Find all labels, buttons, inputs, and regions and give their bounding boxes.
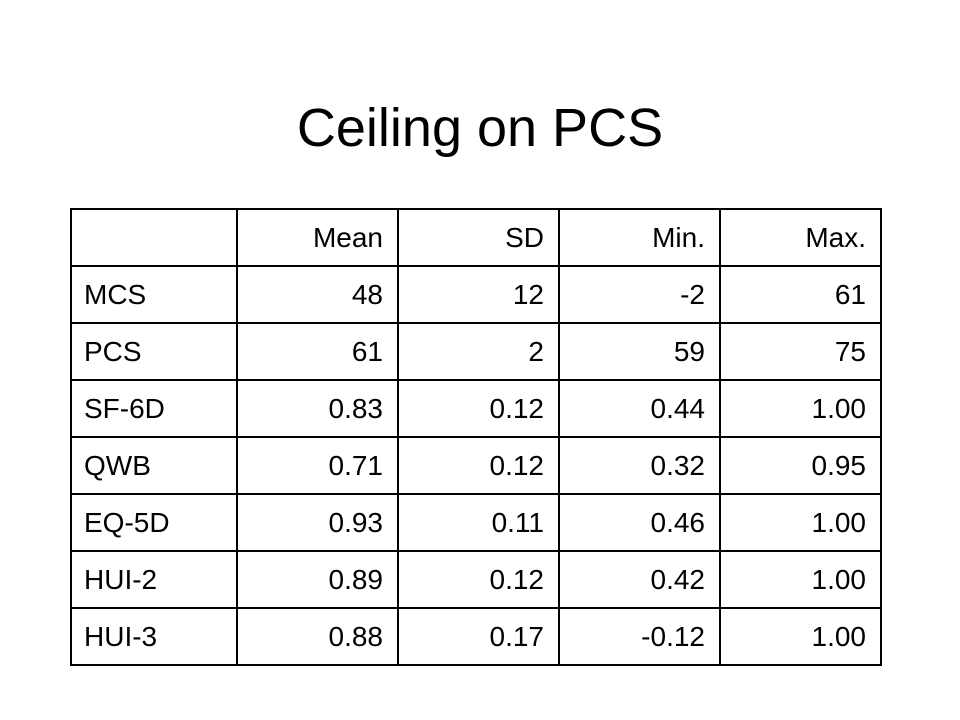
table-cell: 75: [719, 322, 882, 381]
table-cell: 0.93: [236, 493, 399, 552]
table-cell: -2: [558, 265, 721, 324]
table-cell: 0.12: [397, 379, 560, 438]
row-label: SF-6D: [70, 379, 238, 438]
table-cell: 0.95: [719, 436, 882, 495]
column-header: SD: [397, 208, 560, 267]
table-row: HUI-3 0.88 0.17 -0.12 1.00: [70, 607, 882, 666]
row-label: HUI-3: [70, 607, 238, 666]
table-cell: 0.44: [558, 379, 721, 438]
table-cell: 0.89: [236, 550, 399, 609]
table-cell: 0.17: [397, 607, 560, 666]
table-cell: 12: [397, 265, 560, 324]
table-cell: 2: [397, 322, 560, 381]
table-cell: 59: [558, 322, 721, 381]
table-cell: -0.12: [558, 607, 721, 666]
table-cell: 0.46: [558, 493, 721, 552]
table-cell: 0.11: [397, 493, 560, 552]
table-cell: 0.42: [558, 550, 721, 609]
table-cell: 1.00: [719, 379, 882, 438]
table-cell: 0.88: [236, 607, 399, 666]
row-label: QWB: [70, 436, 238, 495]
column-header: Max.: [719, 208, 882, 267]
row-label: PCS: [70, 322, 238, 381]
table-row: SF-6D 0.83 0.12 0.44 1.00: [70, 379, 882, 438]
table-row: QWB 0.71 0.12 0.32 0.95: [70, 436, 882, 495]
table-cell: 0.12: [397, 550, 560, 609]
column-header: Mean: [236, 208, 399, 267]
table-cell: 1.00: [719, 550, 882, 609]
table-row: HUI-2 0.89 0.12 0.42 1.00: [70, 550, 882, 609]
table-cell: 0.32: [558, 436, 721, 495]
table-row: EQ-5D 0.93 0.11 0.46 1.00: [70, 493, 882, 552]
row-label: MCS: [70, 265, 238, 324]
table-corner-cell: [70, 208, 238, 267]
table-cell: 61: [719, 265, 882, 324]
slide-title: Ceiling on PCS: [296, 98, 664, 158]
column-header: Min.: [558, 208, 721, 267]
table-header-row: Mean SD Min. Max.: [70, 208, 882, 267]
table-row: MCS 48 12 -2 61: [70, 265, 882, 324]
table-cell: 1.00: [719, 607, 882, 666]
row-label: EQ-5D: [70, 493, 238, 552]
table-cell: 0.71: [236, 436, 399, 495]
table-cell: 1.00: [719, 493, 882, 552]
summary-table: Mean SD Min. Max. MCS 48 12 -2 61 PCS 61…: [70, 208, 882, 666]
table-cell: 0.12: [397, 436, 560, 495]
table-cell: 0.83: [236, 379, 399, 438]
table-cell: 48: [236, 265, 399, 324]
row-label: HUI-2: [70, 550, 238, 609]
table-cell: 61: [236, 322, 399, 381]
table-row: PCS 61 2 59 75: [70, 322, 882, 381]
